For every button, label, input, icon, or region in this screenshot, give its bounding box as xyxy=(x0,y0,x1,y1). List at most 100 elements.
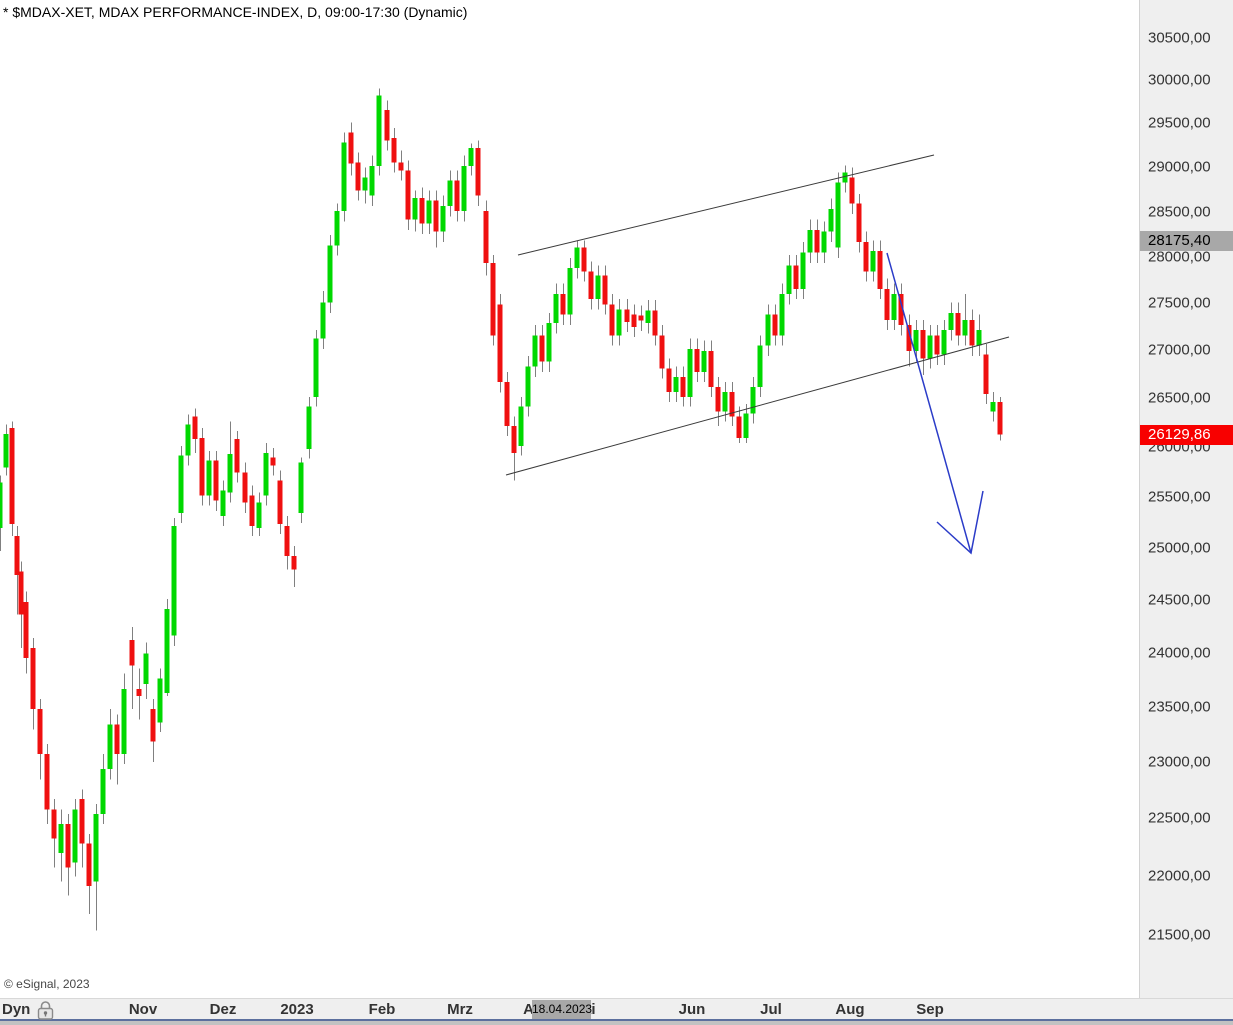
candle xyxy=(920,319,926,375)
candle xyxy=(100,754,106,825)
time-axis-label: Jul xyxy=(760,1001,782,1018)
candle xyxy=(483,200,489,276)
candle xyxy=(440,195,446,243)
candle xyxy=(185,414,191,466)
candle xyxy=(291,545,297,587)
candle xyxy=(546,312,552,372)
candle xyxy=(199,428,205,506)
candle xyxy=(391,128,397,173)
padlock-icon[interactable] xyxy=(37,1000,54,1020)
candle xyxy=(341,132,347,222)
time-axis-label: Mrz xyxy=(447,1001,473,1018)
candle xyxy=(666,358,672,402)
price-axis-label: 27500,00 xyxy=(1148,294,1211,312)
candle xyxy=(518,397,524,456)
candle xyxy=(990,392,996,422)
candles xyxy=(0,88,1003,931)
candle xyxy=(701,340,707,383)
candle xyxy=(849,167,855,214)
candle xyxy=(659,324,665,379)
candle xyxy=(3,424,9,476)
candle xyxy=(306,397,312,459)
price-axis-label: 24500,00 xyxy=(1148,591,1211,609)
candle xyxy=(51,799,57,868)
candlestick-chart[interactable] xyxy=(0,0,1139,998)
price-axis-label: 27000,00 xyxy=(1148,341,1211,359)
date-badge: 18.04.2023 xyxy=(532,1000,592,1019)
candle xyxy=(638,305,644,332)
price-axis-label: 30000,00 xyxy=(1148,71,1211,89)
candle xyxy=(454,170,460,222)
candle xyxy=(475,140,481,206)
candle xyxy=(426,190,432,234)
candle xyxy=(736,406,742,443)
candle xyxy=(765,304,771,357)
candle xyxy=(348,122,354,176)
price-axis-label: 28000,00 xyxy=(1148,248,1211,266)
window-bottom-edge xyxy=(0,1021,1233,1025)
candle xyxy=(9,421,15,537)
candle xyxy=(93,804,99,931)
candle xyxy=(384,100,390,151)
candle xyxy=(412,190,418,232)
candle xyxy=(192,408,198,453)
time-axis[interactable]: Dyn NovDez2023FebMrzAprMaiJunJulAugSep 1… xyxy=(0,998,1233,1020)
candle xyxy=(835,172,841,259)
candle xyxy=(30,637,36,730)
candle xyxy=(14,526,20,615)
candle xyxy=(983,343,989,404)
candle xyxy=(18,561,24,648)
price-axis[interactable]: 30500,00 30000,00 29500,00 29000,00 28500,00… xyxy=(1139,0,1233,998)
candle xyxy=(143,642,149,700)
price-axis-label: 23000,00 xyxy=(1148,753,1211,771)
last-price-badge: 26129,86 xyxy=(1140,424,1233,445)
candle xyxy=(249,485,255,537)
copyright-label: © eSignal, 2023 xyxy=(4,977,90,991)
candle xyxy=(772,304,778,346)
candle xyxy=(44,744,50,825)
candle xyxy=(234,431,240,483)
price-axis-label: 30500,00 xyxy=(1148,29,1211,47)
candle xyxy=(277,470,283,535)
candle xyxy=(687,338,693,407)
candle xyxy=(560,283,566,325)
price-axis-label: 28500,00 xyxy=(1148,203,1211,221)
candle xyxy=(567,258,573,325)
price-axis-label: 24000,00 xyxy=(1148,644,1211,662)
drawn-arrow[interactable] xyxy=(886,252,984,555)
candle xyxy=(934,324,940,365)
candle xyxy=(616,299,622,346)
candle xyxy=(927,324,933,369)
price-axis-label: 22500,00 xyxy=(1148,809,1211,827)
candle xyxy=(107,708,113,780)
candle xyxy=(962,294,968,346)
candle xyxy=(405,160,411,230)
candle xyxy=(0,475,3,552)
candle xyxy=(504,371,510,437)
candle xyxy=(793,254,799,300)
candle xyxy=(828,198,834,243)
candle xyxy=(729,382,735,427)
candle xyxy=(906,314,912,367)
candle xyxy=(595,265,601,310)
trendline[interactable] xyxy=(517,154,935,256)
candle xyxy=(355,152,361,201)
candle xyxy=(553,283,559,334)
candle xyxy=(624,299,630,333)
trendline[interactable] xyxy=(505,336,1010,476)
candle xyxy=(757,335,763,398)
time-axis-label: 2023 xyxy=(280,1001,314,1018)
time-axis-label: Dez xyxy=(209,1001,237,1018)
candle xyxy=(447,170,453,217)
candle xyxy=(362,167,368,204)
candle xyxy=(65,813,71,896)
candle xyxy=(284,515,290,570)
candle xyxy=(213,450,219,511)
candle xyxy=(842,165,848,193)
price-axis-label: 26500,00 xyxy=(1148,389,1211,407)
chart-title: * $MDAX-XET, MDAX PERFORMANCE-INDEX, D, … xyxy=(3,4,468,20)
price-axis-label: 23500,00 xyxy=(1148,698,1211,716)
candle xyxy=(256,492,262,537)
dyn-control[interactable]: Dyn xyxy=(2,999,54,1020)
candle xyxy=(588,261,594,310)
